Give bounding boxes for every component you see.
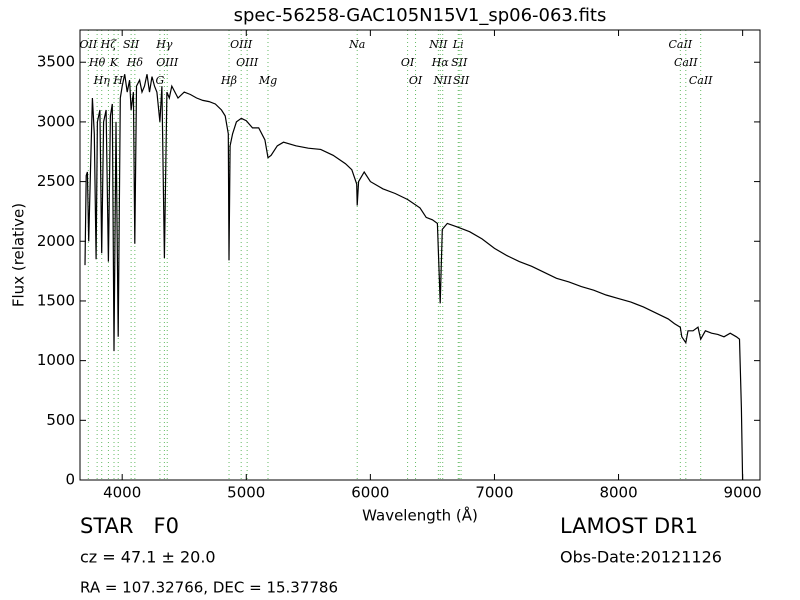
- spectral-line-label: Hη: [93, 74, 111, 87]
- spectral-line-label: H: [112, 74, 123, 87]
- spectral-line-label: G: [156, 74, 165, 87]
- y-axis-label: Flux (relative): [10, 203, 28, 307]
- spectral-line-label: OIII: [156, 56, 179, 69]
- spectral-line-label: OI: [409, 74, 423, 87]
- x-tick-label: 6000: [351, 484, 389, 502]
- spectral-line-label: Na: [348, 38, 365, 51]
- x-tick-label: 9000: [724, 484, 762, 502]
- spectral-line-label: NII: [433, 74, 453, 87]
- y-tick-label: 3500: [37, 53, 75, 71]
- plot-frame: [79, 29, 761, 481]
- annotation: LAMOST DR1: [560, 514, 698, 538]
- spectral-line-label: SII: [451, 56, 468, 69]
- y-tick-label: 0: [65, 471, 75, 489]
- annotation: STAR F0: [80, 514, 179, 538]
- spectral-line-label: Mg: [258, 74, 277, 87]
- y-tick-label: 2000: [37, 232, 75, 250]
- spectral-line-label: Hα: [431, 56, 450, 69]
- spectral-line-label: Hβ: [220, 74, 237, 87]
- spectral-line-label: NII: [428, 38, 448, 51]
- spectral-line-label: SII: [453, 74, 470, 87]
- x-axis-label: Wavelength (Å): [362, 506, 478, 525]
- spectral-line-label: OIII: [230, 38, 253, 51]
- spectral-line-label: K: [109, 56, 119, 69]
- annotation: RA = 107.32766, DEC = 15.37786: [80, 579, 338, 597]
- spectral-line-label: CaII: [689, 74, 713, 87]
- y-tick-label: 2500: [37, 172, 75, 190]
- y-tick-label: 1000: [37, 351, 75, 369]
- spectral-line-label: CaII: [674, 56, 698, 69]
- annotation: cz = 47.1 ± 20.0: [80, 548, 216, 567]
- spectral-line-label: Li: [452, 38, 464, 51]
- spectral-line-label: Hγ: [155, 38, 173, 51]
- spectral-line-label: SII: [123, 38, 140, 51]
- spectrum-line: [84, 74, 744, 481]
- chart-title: spec-56258-GAC105N15V1_sp06-063.fits: [234, 5, 607, 26]
- spectral-line-label: CaII: [668, 38, 692, 51]
- y-tick-label: 500: [46, 411, 75, 429]
- spectral-line-label: OII: [79, 38, 97, 51]
- x-tick-label: 4000: [103, 484, 141, 502]
- x-tick-label: 7000: [475, 484, 513, 502]
- spectral-line-label: Hδ: [126, 56, 144, 69]
- spectral-line-label: Hθ: [88, 56, 106, 69]
- y-tick-label: 3000: [37, 112, 75, 130]
- x-tick-label: 5000: [227, 484, 265, 502]
- y-tick-label: 1500: [37, 291, 75, 309]
- spectral-line-label: Hζ: [100, 38, 118, 51]
- spectral-line-label: OI: [401, 56, 415, 69]
- spectral-line-label: OIII: [236, 56, 259, 69]
- annotation: Obs-Date:20121126: [560, 548, 722, 567]
- x-tick-label: 8000: [599, 484, 637, 502]
